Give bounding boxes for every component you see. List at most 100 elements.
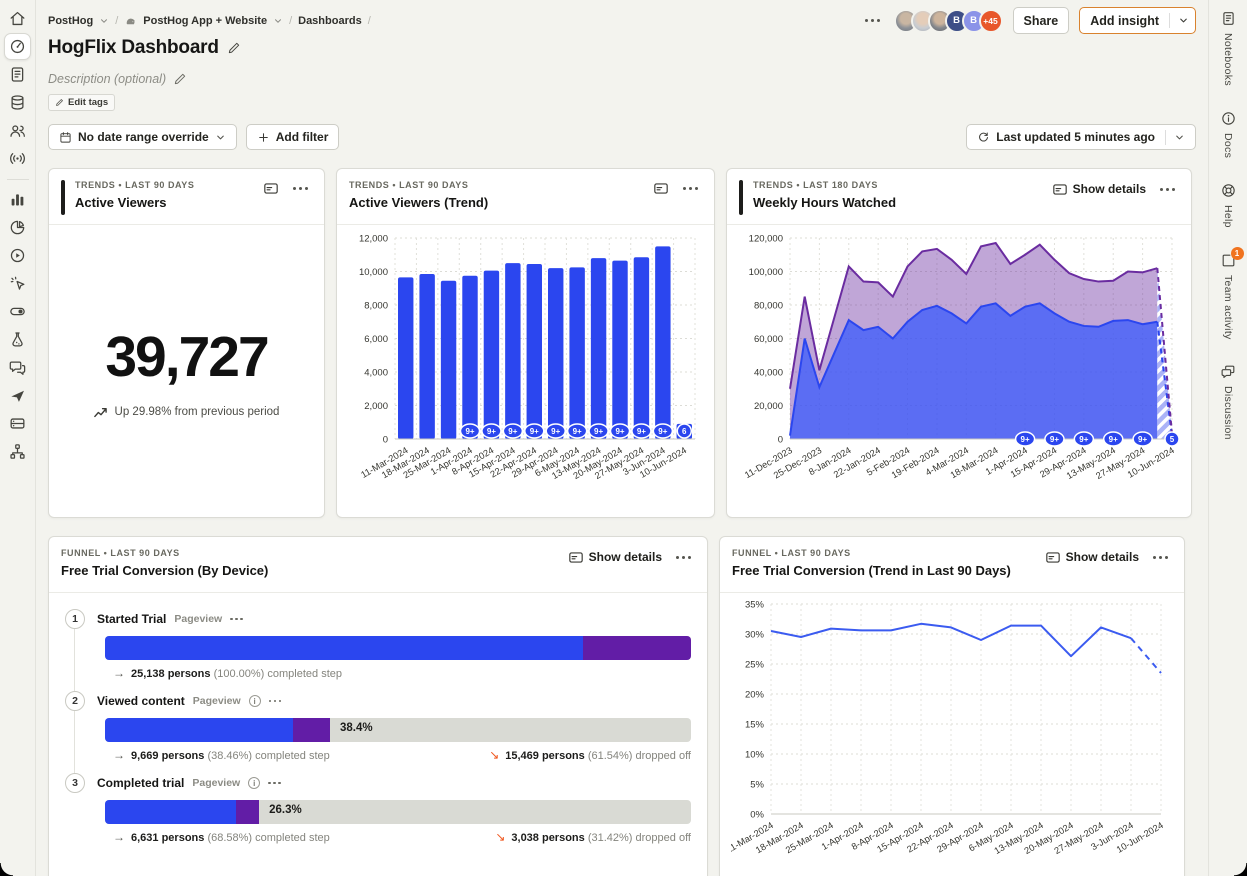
funnel-step-name[interactable]: Viewed content — [97, 694, 185, 708]
funnel-step-name[interactable]: Completed trial — [97, 776, 185, 790]
svg-text:9+: 9+ — [1050, 434, 1059, 443]
edit-title-pencil-icon[interactable] — [227, 41, 241, 55]
area-chart[interactable]: 020,00040,00060,00080,000100,000120,0001… — [738, 228, 1180, 515]
live-activity-icon — [8, 149, 27, 168]
panel-title[interactable]: Free Trial Conversion (By Device) — [61, 563, 269, 578]
sidebar-item-actions[interactable] — [4, 270, 31, 297]
chevron-down-icon[interactable] — [1178, 15, 1189, 26]
big-number: 39,727 — [105, 325, 269, 389]
refresh-icon — [977, 131, 990, 144]
svg-text:30%: 30% — [745, 630, 765, 641]
svg-text:120,000: 120,000 — [749, 233, 783, 244]
funnel-bar[interactable]: 38.4% — [105, 718, 691, 742]
panel-title[interactable]: Weekly Hours Watched — [753, 195, 897, 210]
svg-text:9+: 9+ — [573, 426, 582, 435]
funnel-completed-text: → 9,669 persons (38.46%) completed step — [113, 748, 330, 762]
funnel-step-more-icon[interactable] — [268, 781, 281, 785]
description-placeholder[interactable]: Description (optional) — [48, 72, 167, 86]
panel-meta: TRENDS • LAST 180 DAYS — [753, 180, 878, 190]
panel-title[interactable]: Active Viewers (Trend) — [349, 195, 489, 210]
svg-text:25%: 25% — [745, 660, 765, 671]
rail-team-activity[interactable]: 1 Team activity — [1220, 246, 1244, 339]
more-icon[interactable] — [861, 15, 884, 26]
breadcrumb-dashboards[interactable]: Dashboards — [298, 14, 362, 27]
screen-corner — [1234, 863, 1247, 876]
more-icon[interactable] — [672, 552, 695, 563]
trend-note: Up 29.98% from previous period — [114, 406, 280, 418]
funnel-step-more-icon[interactable] — [230, 617, 243, 621]
team-activity-badge: 1 — [1230, 246, 1244, 260]
show-details-icon[interactable] — [653, 182, 669, 195]
more-icon[interactable] — [1156, 184, 1179, 195]
sidebar-item-early-access[interactable] — [4, 382, 31, 409]
info-icon[interactable]: i — [248, 777, 261, 789]
show-details-icon[interactable] — [263, 182, 279, 195]
more-icon[interactable] — [1149, 552, 1172, 563]
funnel-step: 3 Completed trial Pageview i 26.3% → 6,631 per… — [65, 773, 691, 844]
sidebar-item-activity[interactable] — [4, 145, 31, 172]
sidebar-item-people[interactable] — [4, 117, 31, 144]
chevron-down-icon[interactable] — [99, 16, 109, 26]
sidebar-item-experiments[interactable] — [4, 326, 31, 353]
line-chart[interactable]: 0%5%10%15%20%25%30%35%11-Mar-202418-Mar-… — [731, 594, 1173, 876]
rail-discussion[interactable]: Discussion — [1220, 363, 1237, 440]
edit-description-pencil-icon[interactable] — [173, 72, 187, 86]
svg-text:9+: 9+ — [1021, 434, 1030, 443]
sidebar-item-home[interactable] — [4, 5, 31, 32]
last-updated-button[interactable]: Last updated 5 minutes ago — [966, 124, 1196, 150]
add-filter-button[interactable]: Add filter — [245, 124, 340, 150]
sidebar-item-session-replay[interactable] — [4, 242, 31, 269]
chevron-down-icon[interactable] — [273, 16, 283, 26]
more-icon[interactable] — [679, 183, 702, 194]
discussion-icon — [1220, 363, 1237, 380]
sidebar-item-dashboards[interactable] — [4, 33, 31, 60]
funnel-step-more-icon[interactable] — [268, 699, 282, 703]
breadcrumb-posthog[interactable]: PostHog — [48, 14, 94, 27]
share-button[interactable]: Share — [1012, 7, 1070, 34]
panel-title[interactable]: Active Viewers — [75, 195, 167, 210]
rail-help[interactable]: Help — [1220, 182, 1237, 228]
sidebar-item-web-analytics[interactable] — [4, 214, 31, 241]
sidebar-item-surveys[interactable] — [4, 354, 31, 381]
funnel-step-number: 3 — [65, 773, 85, 793]
info-icon[interactable]: i — [248, 695, 261, 707]
funnel-step-number: 2 — [65, 691, 85, 711]
avatar-overflow-count[interactable]: +45 — [978, 8, 1003, 33]
bar-chart-icon — [8, 190, 27, 209]
rail-notebooks[interactable]: Notebooks — [1220, 10, 1237, 86]
breadcrumb-separator: / — [289, 14, 293, 27]
sidebar-item-data-pipelines[interactable] — [4, 410, 31, 437]
svg-text:9+: 9+ — [465, 426, 474, 435]
rail-label: Docs — [1222, 132, 1234, 159]
trend-up-icon — [93, 407, 108, 418]
svg-text:9+: 9+ — [487, 426, 496, 435]
sidebar-item-sitemap[interactable] — [4, 438, 31, 465]
date-range-override-button[interactable]: No date range override — [48, 124, 237, 150]
breadcrumb-project[interactable]: PostHog App + Website — [143, 14, 268, 27]
bar-chart[interactable]: 02,0004,0006,0008,00010,00012,00011-Mar-… — [349, 228, 702, 515]
chevron-down-icon[interactable] — [1174, 132, 1185, 143]
show-details-button[interactable]: Show details — [1052, 182, 1146, 196]
chevron-down-icon — [215, 132, 226, 143]
funnel-bar[interactable]: 26.3% — [105, 800, 691, 824]
funnel-step-name[interactable]: Started Trial — [97, 612, 167, 626]
panel-title[interactable]: Free Trial Conversion (Trend in Last 90 … — [732, 563, 1011, 578]
show-details-button[interactable]: Show details — [1045, 550, 1139, 564]
sidebar-item-product-analytics[interactable] — [4, 186, 31, 213]
sidebar-item-feature-flags[interactable] — [4, 298, 31, 325]
edit-tags-button[interactable]: Edit tags — [48, 94, 116, 111]
team-activity-icon: 1 — [1220, 246, 1244, 269]
funnel-bar-percentage: 38.4% — [340, 722, 373, 734]
svg-text:9+: 9+ — [637, 426, 646, 435]
add-insight-button[interactable]: Add insight — [1079, 7, 1196, 34]
rail-docs[interactable]: Docs — [1220, 110, 1237, 158]
notebook-icon — [1220, 10, 1237, 27]
show-details-button[interactable]: Show details — [568, 550, 662, 564]
screen-corner — [0, 863, 13, 876]
sidebar-item-notebooks[interactable] — [4, 61, 31, 88]
more-icon[interactable] — [289, 183, 312, 194]
funnel-bar[interactable] — [105, 636, 691, 660]
sidebar-item-data-warehouse[interactable] — [4, 89, 31, 116]
svg-text:6: 6 — [682, 426, 687, 435]
svg-text:5: 5 — [1170, 434, 1175, 443]
